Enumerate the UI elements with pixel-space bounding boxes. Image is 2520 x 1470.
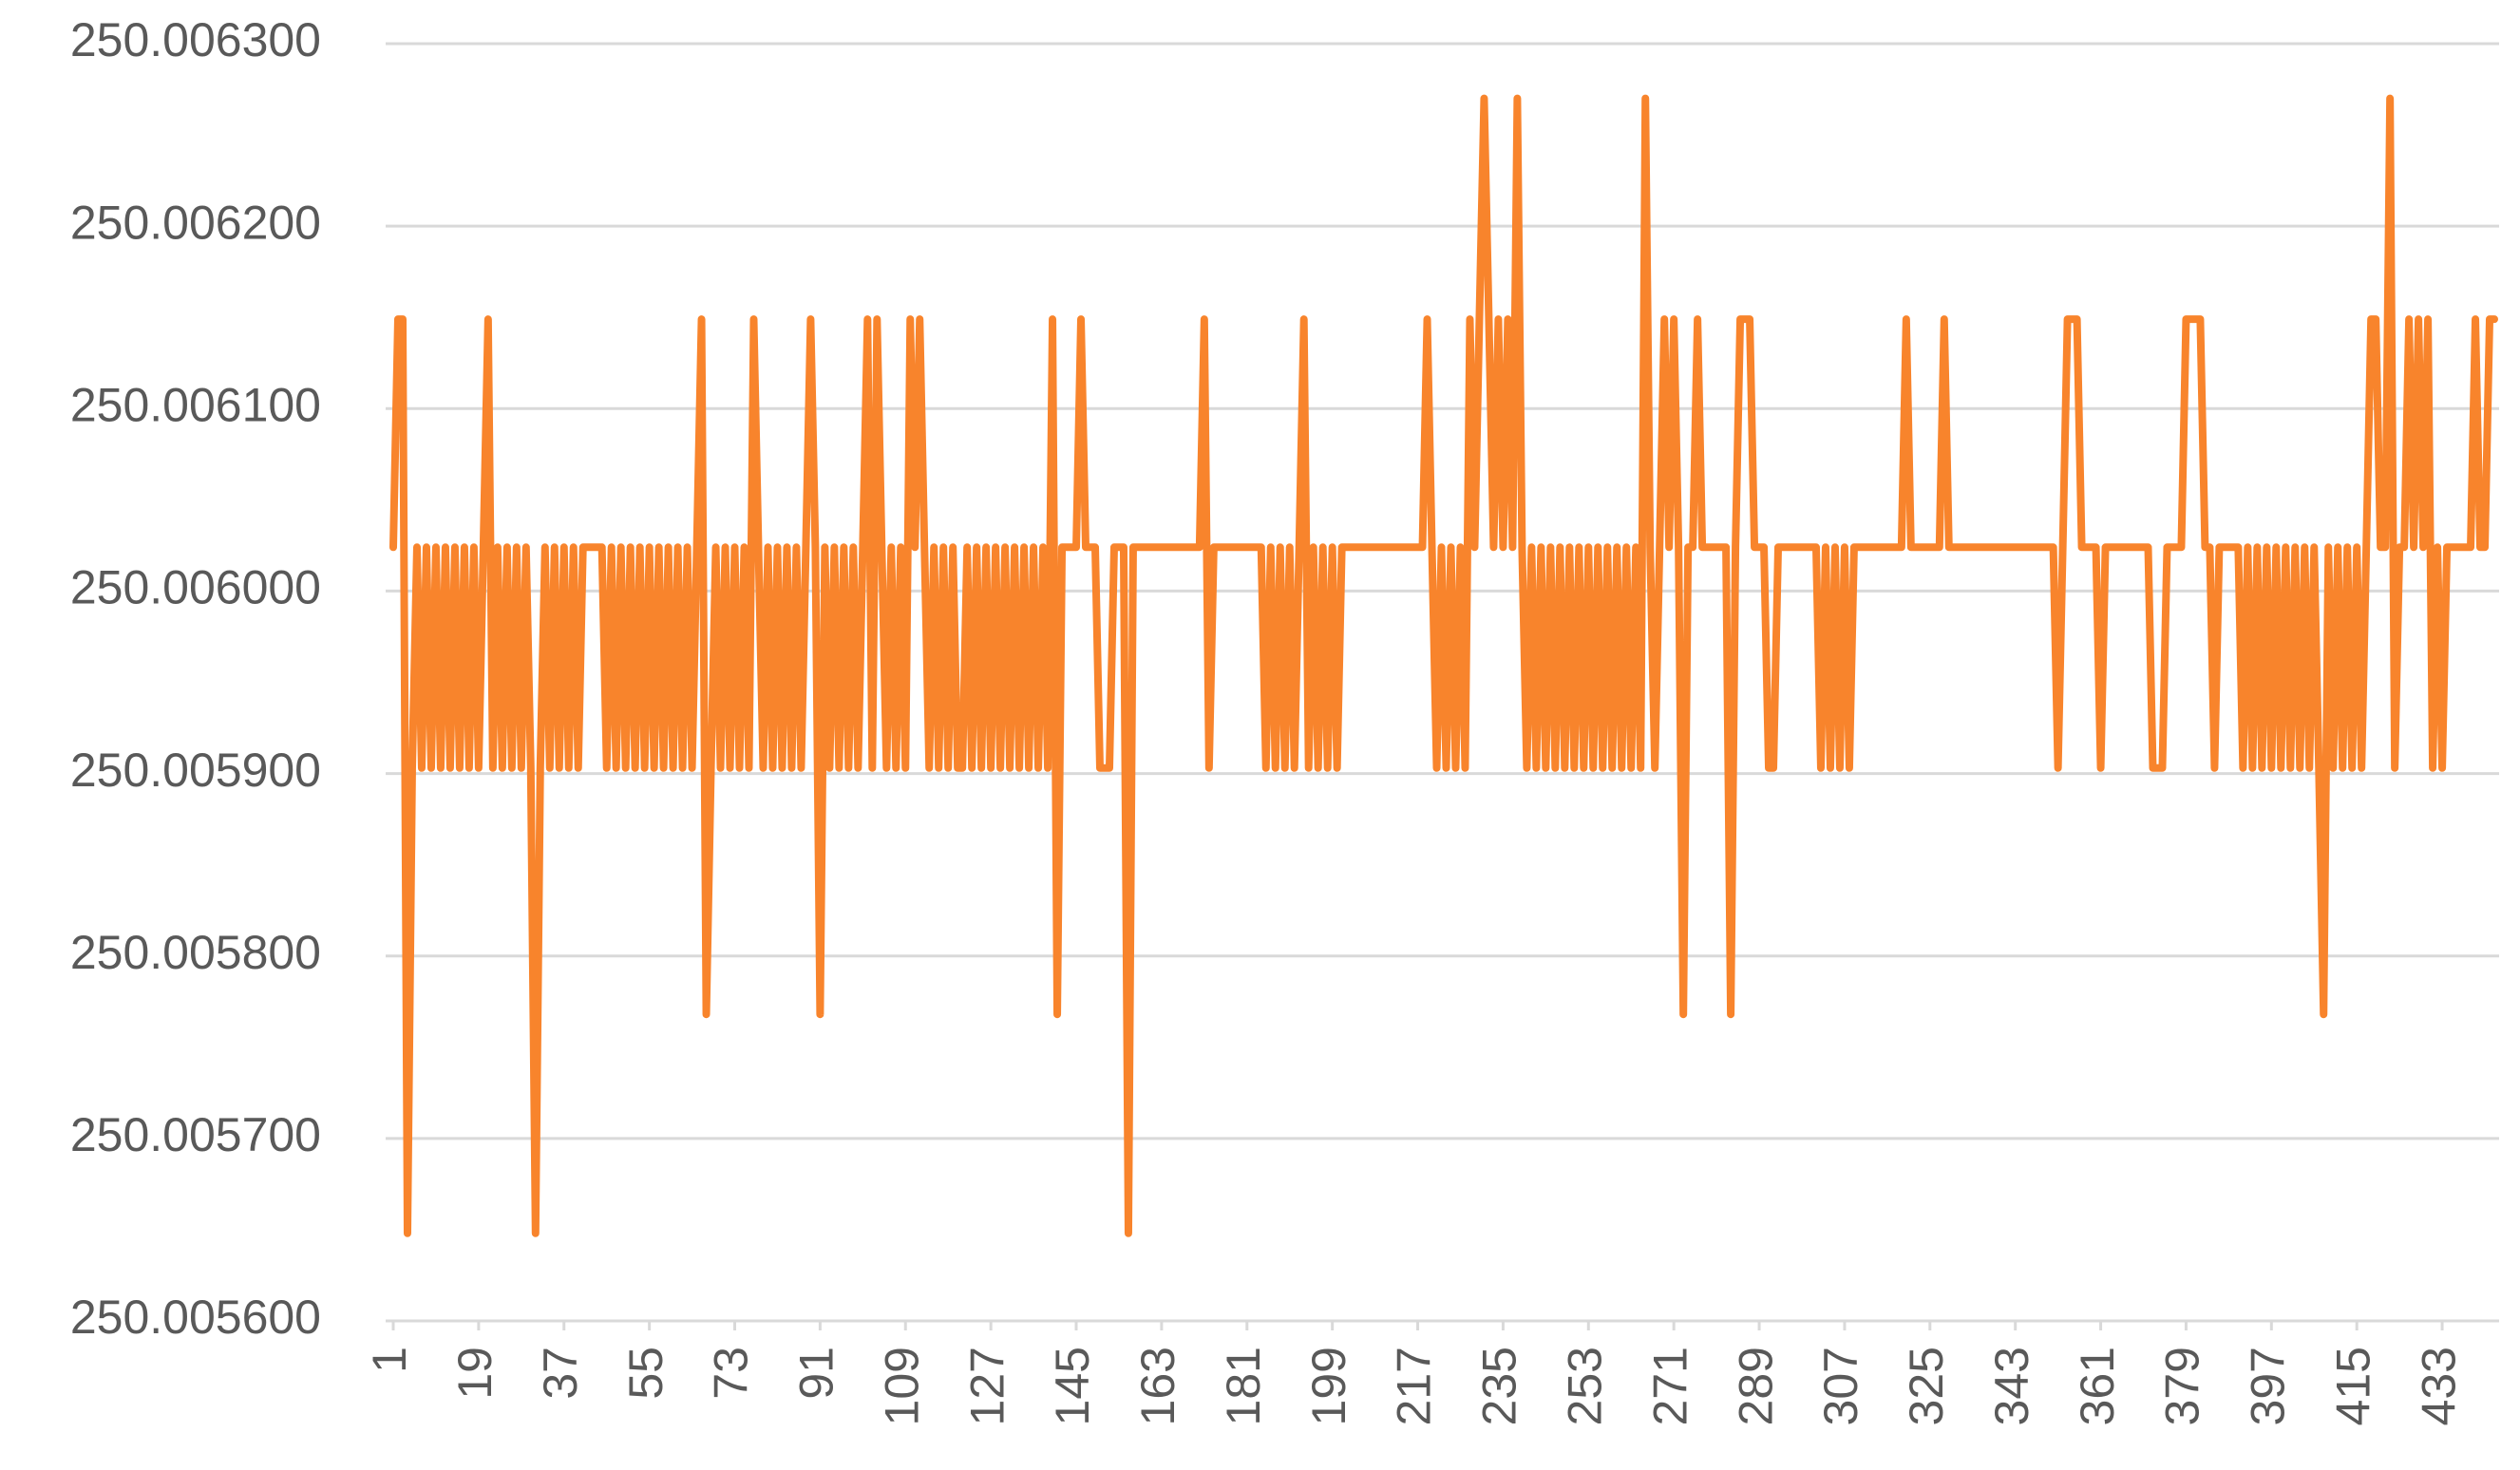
x-tick-label: 235	[1473, 1347, 1526, 1425]
x-tick-label: 37	[534, 1347, 587, 1400]
x-tick-label: 415	[2326, 1347, 2379, 1425]
x-tick-label: 181	[1217, 1347, 1270, 1425]
x-tick-label: 91	[790, 1347, 843, 1400]
x-tick-label: 199	[1302, 1347, 1355, 1425]
data-line	[389, 94, 2498, 1237]
x-tick-label: 73	[705, 1347, 758, 1400]
y-tick-label: 250.006300	[70, 13, 321, 66]
x-tick-label: 19	[448, 1347, 502, 1400]
x-tick-label: 307	[1814, 1347, 1867, 1425]
x-tick-label: 397	[2242, 1347, 2295, 1425]
x-tick-label: 109	[875, 1347, 928, 1425]
x-tick-label: 1	[363, 1347, 416, 1373]
x-tick-label: 217	[1388, 1347, 1441, 1425]
x-tick-label: 145	[1046, 1347, 1099, 1425]
x-tick-label: 361	[2071, 1347, 2124, 1425]
x-tick-label: 253	[1558, 1347, 1611, 1425]
y-tick-label: 250.006000	[70, 561, 321, 614]
x-tick-label: 289	[1729, 1347, 1782, 1425]
x-tick-label: 163	[1131, 1347, 1184, 1425]
x-tick-label: 325	[1900, 1347, 1953, 1425]
y-tick-label: 250.005600	[70, 1291, 321, 1344]
y-tick-label: 250.006200	[70, 196, 321, 249]
x-tick-label: 343	[1985, 1347, 2038, 1425]
x-tick-label: 127	[960, 1347, 1014, 1425]
y-tick-label: 250.005700	[70, 1108, 321, 1161]
y-tick-label: 250.005900	[70, 744, 321, 797]
x-tick-label: 379	[2156, 1347, 2209, 1425]
y-tick-label: 250.005800	[70, 926, 321, 979]
x-tick-label: 433	[2412, 1347, 2465, 1425]
x-tick-label: 271	[1643, 1347, 1696, 1425]
y-tick-label: 250.006100	[70, 378, 321, 431]
x-tick-label: 55	[619, 1347, 673, 1400]
